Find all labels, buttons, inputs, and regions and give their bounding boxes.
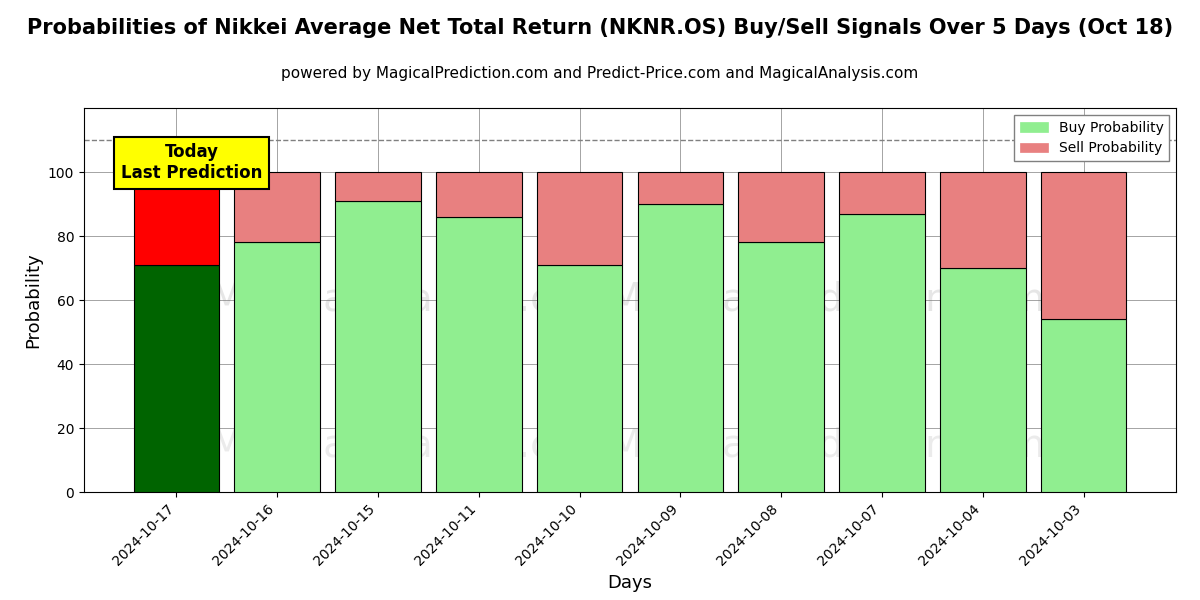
Bar — [839, 172, 925, 214]
Bar — [536, 172, 623, 265]
Text: Probabilities of Nikkei Average Net Total Return (NKNR.OS) Buy/Sell Signals Over: Probabilities of Nikkei Average Net Tota… — [26, 18, 1174, 38]
Bar — [1040, 319, 1127, 492]
Bar — [738, 172, 824, 242]
Bar — [839, 214, 925, 492]
Bar — [133, 265, 220, 492]
Bar — [940, 172, 1026, 268]
Bar — [234, 242, 320, 492]
Bar — [234, 172, 320, 242]
Y-axis label: Probability: Probability — [24, 252, 42, 348]
Bar — [940, 268, 1026, 492]
Bar — [637, 204, 724, 492]
Text: powered by MagicalPrediction.com and Predict-Price.com and MagicalAnalysis.com: powered by MagicalPrediction.com and Pre… — [281, 66, 919, 81]
Bar — [536, 265, 623, 492]
Text: MagicalAnalysis.com: MagicalAnalysis.com — [210, 427, 613, 465]
Bar — [738, 242, 824, 492]
Bar — [1040, 172, 1127, 319]
Legend: Buy Probability, Sell Probability: Buy Probability, Sell Probability — [1014, 115, 1169, 161]
Bar — [436, 217, 522, 492]
Text: MagicalAnalysis.com: MagicalAnalysis.com — [210, 281, 613, 319]
Text: MagicalPrediction.com: MagicalPrediction.com — [608, 427, 1045, 465]
Bar — [133, 172, 220, 265]
Bar — [637, 172, 724, 204]
Text: Today
Last Prediction: Today Last Prediction — [121, 143, 263, 182]
Bar — [436, 172, 522, 217]
Bar — [335, 172, 421, 201]
Text: MagicalPrediction.com: MagicalPrediction.com — [608, 281, 1045, 319]
X-axis label: Days: Days — [607, 574, 653, 592]
Bar — [335, 201, 421, 492]
